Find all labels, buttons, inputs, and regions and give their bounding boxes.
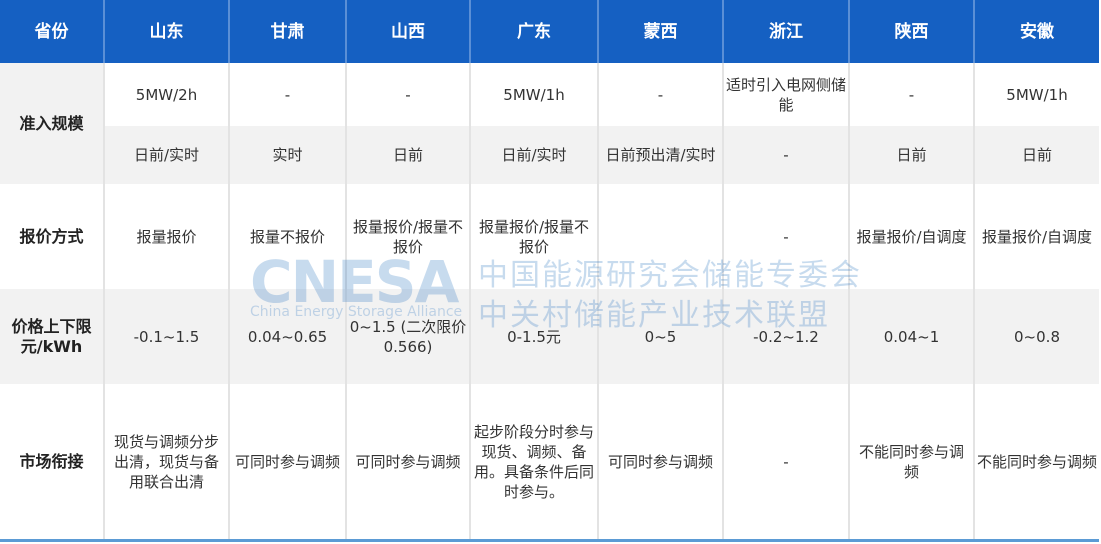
cell: 0.04~1 <box>848 289 974 384</box>
cell: 日前预出清/实时 <box>597 126 723 184</box>
cell: -0.2~1.2 <box>722 289 849 384</box>
cell: 可同时参与调频 <box>345 384 470 539</box>
cell: 0~1.5 (二次限价0.566) <box>345 289 470 384</box>
cell: 报量报价/报量不报价 <box>469 184 598 289</box>
row-label-quote: 报价方式 <box>0 184 104 289</box>
cell: 报量报价 <box>103 184 229 289</box>
cell: 实时 <box>228 126 346 184</box>
row-label-link: 市场衔接 <box>0 384 104 539</box>
cell: 5MW/1h <box>469 63 598 126</box>
cell: 起步阶段分时参与现货、调频、备用。具备条件后同时参与。 <box>469 384 598 539</box>
header-anhui: 安徽 <box>973 0 1099 63</box>
cell: 报量报价/自调度 <box>973 184 1099 289</box>
cell: -0.1~1.5 <box>103 289 229 384</box>
cell: 可同时参与调频 <box>597 384 723 539</box>
cell: 0.04~0.65 <box>228 289 346 384</box>
cell: - <box>722 384 849 539</box>
cell: 现货与调频分步出清，现货与备用联合出清 <box>103 384 229 539</box>
cell: - <box>345 63 470 126</box>
cell: 日前 <box>848 126 974 184</box>
cell: 5MW/1h <box>973 63 1099 126</box>
cell: 日前 <box>973 126 1099 184</box>
table-row: 报价方式 报量报价 报量不报价 报量报价/报量不报价 报量报价/报量不报价 - … <box>0 184 1099 289</box>
cell: - <box>597 63 723 126</box>
header-shandong: 山东 <box>103 0 229 63</box>
cell: 报量报价/自调度 <box>848 184 974 289</box>
header-gansu: 甘肃 <box>228 0 346 63</box>
cell: 0~5 <box>597 289 723 384</box>
cell: 0-1.5元 <box>469 289 598 384</box>
header-zhejiang: 浙江 <box>722 0 849 63</box>
table-row: 价格上下限元/kWh -0.1~1.5 0.04~0.65 0~1.5 (二次限… <box>0 289 1099 384</box>
cell: 不能同时参与调频 <box>973 384 1099 539</box>
table-row: 日前/实时 实时 日前 日前/实时 日前预出清/实时 - 日前 日前 <box>0 126 1099 184</box>
cell: 报量报价/报量不报价 <box>345 184 470 289</box>
cell: 5MW/2h <box>103 63 229 126</box>
cell: 不能同时参与调频 <box>848 384 974 539</box>
cell: 0~0.8 <box>973 289 1099 384</box>
cell: 日前 <box>345 126 470 184</box>
cell: 报量不报价 <box>228 184 346 289</box>
header-shanxi: 山西 <box>345 0 470 63</box>
cell <box>597 184 723 289</box>
cell: 适时引入电网侧储能 <box>722 63 849 126</box>
header-row: 省份 山东 甘肃 山西 广东 蒙西 浙江 陕西 安徽 <box>0 0 1099 63</box>
header-guangdong: 广东 <box>469 0 598 63</box>
header-province: 省份 <box>0 0 104 63</box>
row-label-price: 价格上下限元/kWh <box>0 289 104 384</box>
table-row: 准入规模 5MW/2h - - 5MW/1h - 适时引入电网侧储能 - 5MW… <box>0 63 1099 184</box>
cell: 日前/实时 <box>469 126 598 184</box>
cell: - <box>722 126 849 184</box>
header-mengxi: 蒙西 <box>597 0 723 63</box>
cell: - <box>722 184 849 289</box>
cell: 可同时参与调频 <box>228 384 346 539</box>
bottom-border <box>0 539 1099 542</box>
row-label-access: 准入规模 <box>0 63 104 184</box>
table-row: 市场衔接 现货与调频分步出清，现货与备用联合出清 可同时参与调频 可同时参与调频… <box>0 384 1099 539</box>
cell: - <box>228 63 346 126</box>
cell: - <box>848 63 974 126</box>
cell: 日前/实时 <box>103 126 229 184</box>
header-shaanxi: 陕西 <box>848 0 974 63</box>
